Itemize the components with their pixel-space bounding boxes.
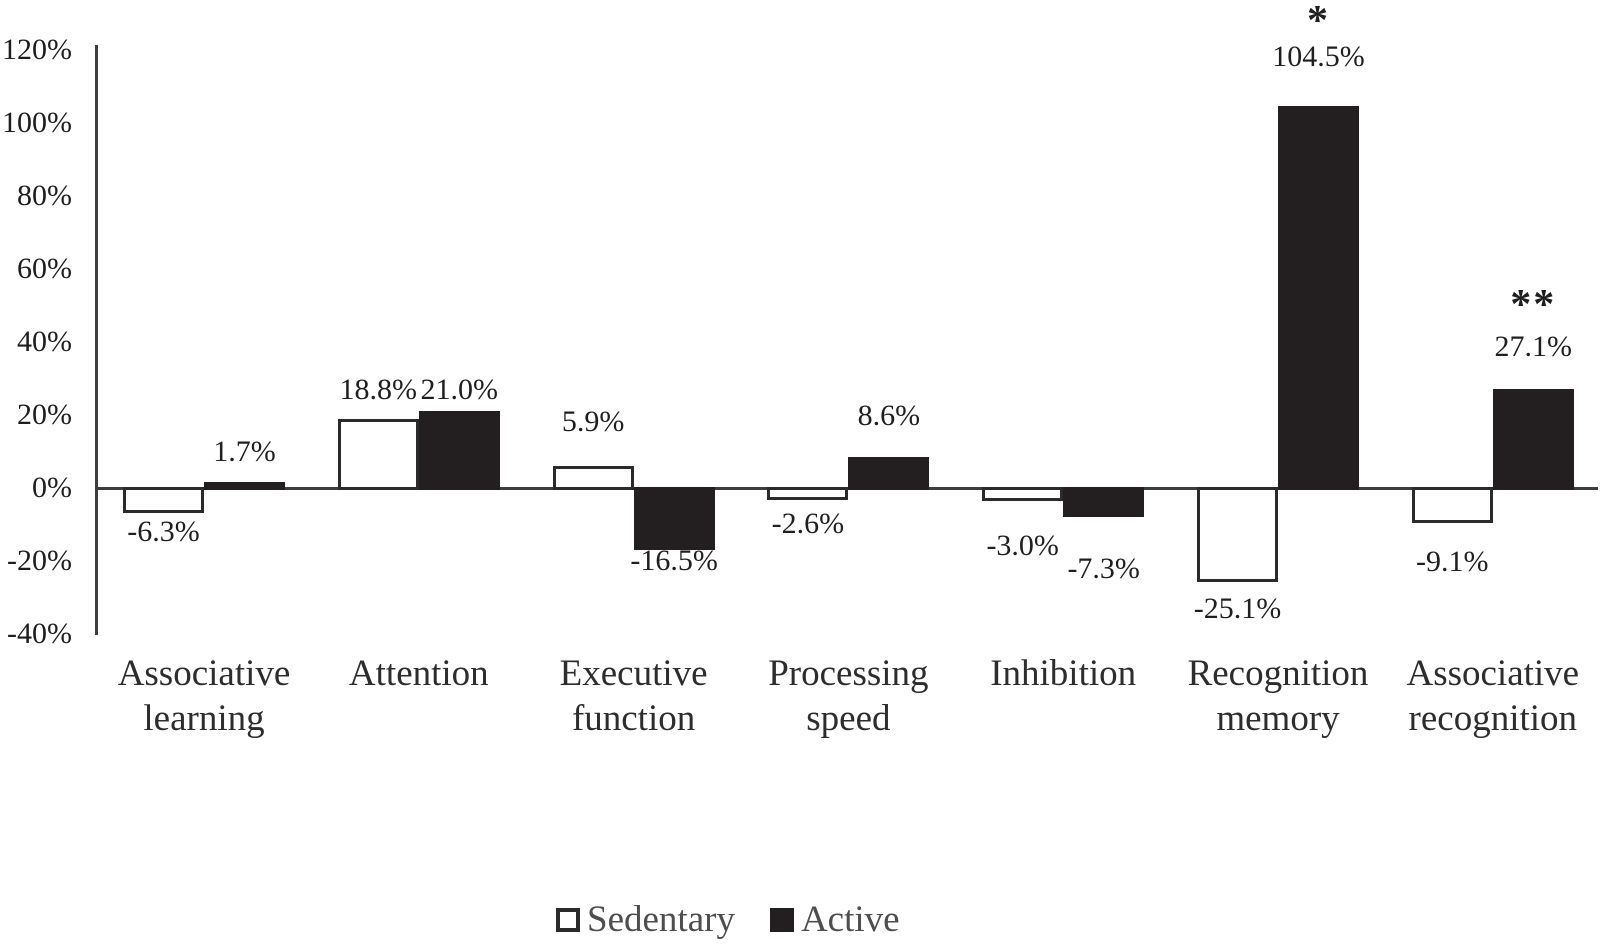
data-label-sedentary-recognition-memory: -25.1% <box>1193 592 1282 625</box>
data-label-sedentary-associative-learning: -6.3% <box>127 515 200 548</box>
bar-active-attention <box>418 411 500 490</box>
legend-swatch-sedentary-icon <box>556 908 580 932</box>
data-label-active-associative-learning: 1.7% <box>213 435 276 468</box>
data-label-active-attention: 21.0% <box>420 373 499 406</box>
legend: Sedentary Active <box>556 899 900 940</box>
bar-sedentary-associative-learning <box>123 487 204 514</box>
data-label-sedentary-executive-function: 5.9% <box>561 405 625 438</box>
category-label-associative-recognition: Associative recognition <box>1406 653 1580 739</box>
data-label-active-associative-recognition: 27.1% <box>1494 330 1573 363</box>
y-tick-label-100-: 100% <box>2 106 72 139</box>
significance-marker-recognition-memory: * <box>1307 0 1330 44</box>
significance-marker-associative-recognition: ** <box>1510 282 1557 328</box>
y-axis-line <box>95 45 98 635</box>
bar-active-recognition-memory <box>1278 106 1359 490</box>
bar-active-associative-learning <box>204 481 285 490</box>
y-tick-label-20-: 20% <box>17 398 72 431</box>
legend-label-sedentary: Sedentary <box>587 899 735 940</box>
bar-sedentary-inhibition <box>982 487 1064 501</box>
y-tick-label--40-: -40% <box>7 617 72 650</box>
category-label-processing-speed: Processing speed <box>768 653 929 739</box>
bar-active-associative-recognition <box>1492 388 1574 490</box>
data-label-active-recognition-memory: 104.5% <box>1272 40 1365 73</box>
bar-active-processing-speed <box>848 456 930 490</box>
category-label-executive-function: Executive function <box>559 653 708 739</box>
category-label-attention: Attention <box>348 653 489 694</box>
category-label-associative-learning: Associative learning <box>117 653 291 739</box>
bar-sedentary-associative-recognition <box>1411 487 1493 524</box>
data-label-active-executive-function: -16.5% <box>630 544 718 577</box>
y-tick-label-120-: 120% <box>2 33 72 66</box>
category-label-recognition-memory: Recognition memory <box>1187 653 1369 739</box>
y-tick-label-60-: 60% <box>17 252 72 285</box>
bar-sedentary-recognition-memory <box>1197 487 1278 582</box>
y-tick-label-80-: 80% <box>17 179 72 212</box>
bar-sedentary-executive-function <box>552 466 634 490</box>
data-label-sedentary-associative-recognition: -9.1% <box>1416 545 1489 578</box>
y-tick-label-40-: 40% <box>17 325 72 358</box>
legend-item-sedentary: Sedentary <box>556 899 735 940</box>
data-label-active-processing-speed: 8.6% <box>857 399 921 432</box>
data-label-sedentary-attention: 18.8% <box>339 373 418 406</box>
bar-active-inhibition <box>1063 487 1145 517</box>
category-label-inhibition: Inhibition <box>990 653 1137 694</box>
bar-sedentary-attention <box>337 419 419 490</box>
legend-label-active: Active <box>800 899 900 940</box>
bar-sedentary-processing-speed <box>767 487 849 500</box>
legend-swatch-active-icon <box>769 908 794 932</box>
y-tick-label--20-: -20% <box>7 544 72 577</box>
data-label-sedentary-processing-speed: -2.6% <box>771 507 845 540</box>
data-label-sedentary-inhibition: -3.0% <box>986 529 1059 562</box>
data-label-active-inhibition: -7.3% <box>1067 552 1140 585</box>
y-tick-label-0-: 0% <box>32 471 72 504</box>
bar-active-executive-function <box>633 487 715 551</box>
legend-item-active: Active <box>769 899 900 940</box>
